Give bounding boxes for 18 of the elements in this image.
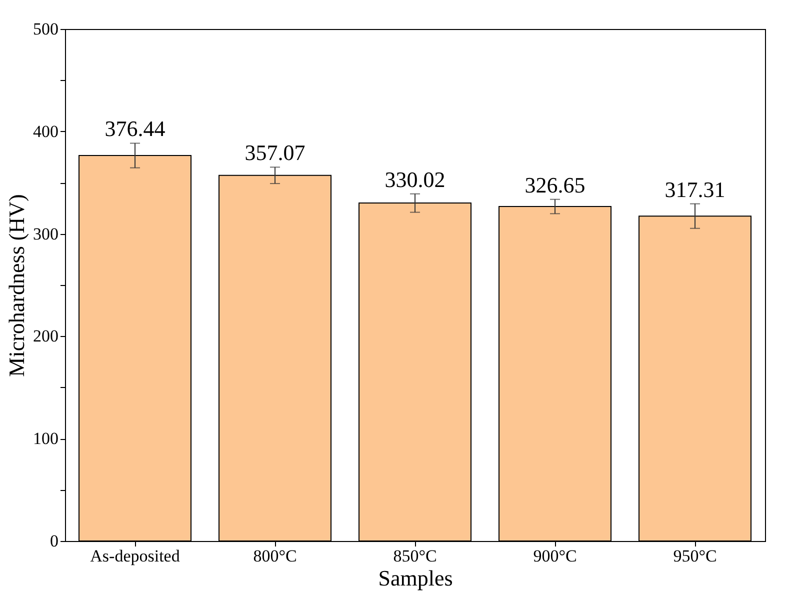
y-axis-title: Microhardness (HV) [4,194,29,377]
y-tick-label: 300 [33,224,58,244]
y-tick-label: 200 [33,326,58,346]
x-tick-label: 950°C [673,546,717,566]
y-tick-label: 100 [33,429,58,448]
y-tick-label: 400 [33,122,58,141]
data-label: 357.07 [244,140,306,166]
data-label: 376.44 [104,116,166,142]
data-label: 317.31 [664,176,726,202]
y-tick-label: 500 [33,20,58,38]
x-tick-label: 800°C [253,546,297,566]
data-label: 330.02 [384,166,446,192]
data-label: 326.65 [524,172,586,198]
x-tick-label: As-deposited [90,546,180,566]
y-tick-label: 0 [50,532,58,550]
x-tick-label: 900°C [533,546,577,566]
x-tick-label: 850°C [393,546,437,566]
x-axis-title: Samples [378,566,453,590]
